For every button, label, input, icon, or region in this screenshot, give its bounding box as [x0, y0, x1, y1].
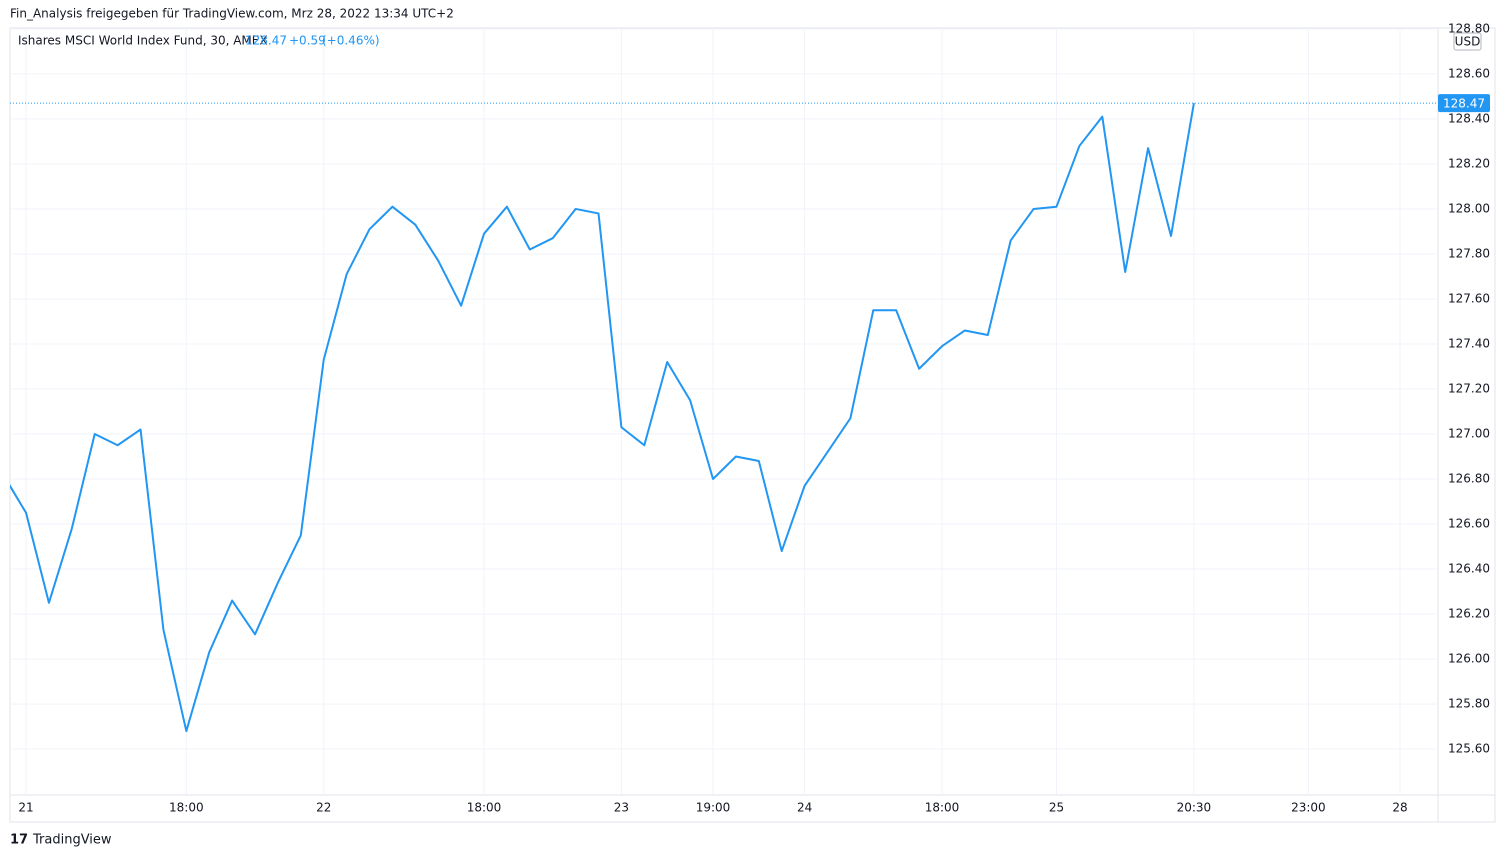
- change-pct: (+0.46%): [322, 34, 380, 48]
- x-tick-label: 18:00: [925, 801, 960, 815]
- last-price: 128.47: [245, 34, 287, 48]
- symbol: Ishares MSCI World Index Fund, 30, AMEX: [18, 34, 268, 48]
- footer: TradingView: [32, 833, 112, 848]
- x-tick-label: 18:00: [467, 801, 502, 815]
- y-tick-label: 128.80: [1448, 21, 1490, 35]
- y-tick-label: 126.80: [1448, 472, 1490, 486]
- x-tick-label: 28: [1392, 801, 1407, 815]
- y-tick-label: 128.00: [1448, 201, 1490, 215]
- y-tick-label: 128.20: [1448, 156, 1490, 170]
- last-price-box: [1438, 94, 1490, 113]
- y-tick-label: 127.40: [1448, 336, 1490, 350]
- x-tick-label: 25: [1049, 801, 1064, 815]
- y-tick-label: 127.60: [1448, 291, 1490, 305]
- y-tick-label: 126.00: [1448, 652, 1490, 666]
- y-tick-label: 128.40: [1448, 111, 1490, 125]
- change: +0.59: [289, 34, 326, 48]
- x-tick-label: 22: [316, 801, 331, 815]
- x-tick-label: 19:00: [696, 801, 731, 815]
- y-tick-label: 125.80: [1448, 697, 1490, 711]
- y-tick-label: 125.60: [1448, 742, 1490, 756]
- y-tick-label: 126.60: [1448, 517, 1490, 531]
- y-tick-label: 127.20: [1448, 381, 1490, 395]
- currency: USD: [1455, 35, 1481, 49]
- plot: [10, 103, 1195, 733]
- currency-box: [1453, 32, 1482, 51]
- frame: [9, 27, 1496, 823]
- x-tick-label: 18:00: [169, 801, 204, 815]
- y-tick-label: 126.20: [1448, 607, 1490, 621]
- y-tick-label: 127.80: [1448, 246, 1490, 260]
- last-price-label: 128.47: [1443, 97, 1485, 111]
- price-line: [10, 103, 1195, 733]
- y-tick-label: 126.40: [1448, 562, 1490, 576]
- x-tick-label: 21: [18, 801, 33, 815]
- x-tick-label: 23: [614, 801, 629, 815]
- x-tick-label: 24: [797, 801, 812, 815]
- logo: 17: [10, 833, 28, 848]
- y-tick-label: 127.00: [1448, 427, 1490, 441]
- grid: [10, 28, 1438, 795]
- header: Fin_Analysis freigegeben für TradingView…: [10, 7, 454, 21]
- x-tick-label: 23:00: [1291, 801, 1326, 815]
- x-tick-label: 20:30: [1177, 801, 1212, 815]
- y-tick-label: 128.60: [1448, 66, 1490, 80]
